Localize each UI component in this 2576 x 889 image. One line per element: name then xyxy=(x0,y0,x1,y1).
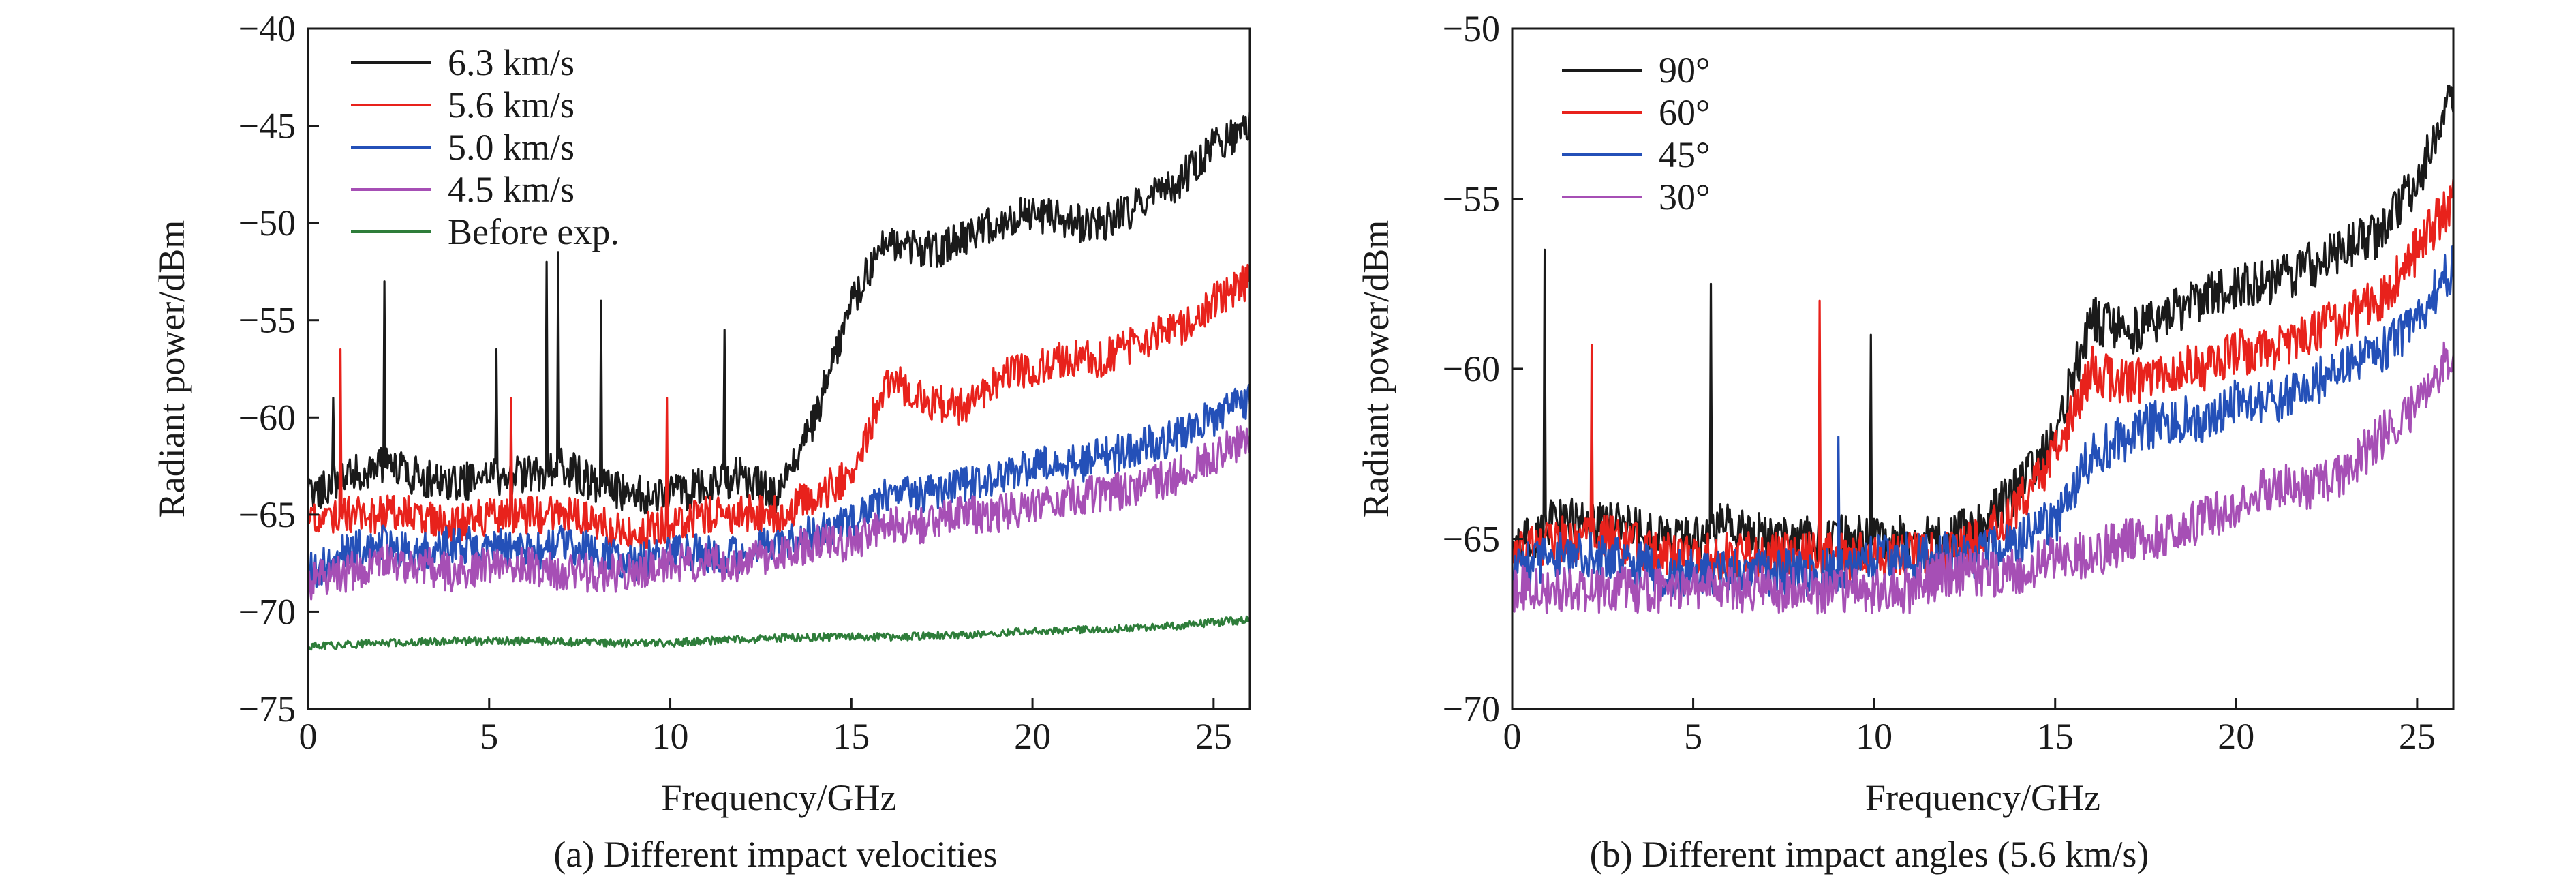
x-tick-label-a-3: 15 xyxy=(833,716,870,757)
x-tick-label-b-3: 15 xyxy=(2037,716,2074,757)
x-axis-title-b: Frequency/GHz xyxy=(1865,777,2100,818)
series-line-a-4 xyxy=(308,615,1250,651)
x-tick-label-a-5: 25 xyxy=(1195,716,1232,757)
x-tick-label-a-4: 20 xyxy=(1014,716,1051,757)
y-tick-label-b-4: −50 xyxy=(1443,8,1500,49)
y-tick-label-a-5: −50 xyxy=(239,202,296,243)
y-tick-label-b-1: −65 xyxy=(1443,519,1500,560)
x-tick-label-a-1: 5 xyxy=(480,716,498,757)
legend-label-b-3: 30° xyxy=(1659,177,1711,217)
chart-panel-b: 0 5 10 15 20 25 −70 −65 −60 −55 −50 Frequency/GHz Ra… xyxy=(1355,8,2455,818)
y-tick-label-b-0: −70 xyxy=(1443,689,1500,729)
x-tick-label-b-0: 0 xyxy=(1503,716,1522,757)
legend-label-a-2: 5.0 km/s xyxy=(448,127,574,168)
legend-label-a-1: 5.6 km/s xyxy=(448,85,574,125)
legend-label-a-3: 4.5 km/s xyxy=(448,169,574,210)
legend-label-b-1: 60° xyxy=(1659,92,1711,133)
caption-panel-a: (a) Different impact velocities xyxy=(553,834,998,875)
chart-panel-a: 0 5 10 15 20 25 −75 −70 −65 −60 −55 −50 −45 −40 Freque… xyxy=(151,8,1251,818)
plot-frame-a xyxy=(307,27,1251,710)
x-tick-label-a-0: 0 xyxy=(299,716,318,757)
x-tick-label-b-2: 10 xyxy=(1856,716,1892,757)
y-tick-label-a-2: −65 xyxy=(239,494,296,535)
legend-label-a-0: 6.3 km/s xyxy=(448,42,574,83)
y-axis-title-b: Radiant power/dBm xyxy=(1355,220,1396,517)
series-line-b-3 xyxy=(1512,341,2453,615)
y-tick-label-a-7: −40 xyxy=(239,8,296,49)
y-tick-label-a-6: −45 xyxy=(239,106,296,147)
series-line-a-0 xyxy=(308,112,1250,515)
y-axis-title-a: Radiant power/dBm xyxy=(151,220,192,517)
series-line-a-2 xyxy=(308,384,1250,588)
x-tick-label-b-5: 25 xyxy=(2399,716,2436,757)
y-tick-label-b-3: −55 xyxy=(1443,179,1500,220)
y-tick-label-b-2: −60 xyxy=(1443,348,1500,389)
x-tick-label-b-4: 20 xyxy=(2218,716,2254,757)
legend-label-b-0: 90° xyxy=(1659,50,1711,91)
series-line-a-1 xyxy=(308,263,1250,553)
y-tick-label-a-3: −60 xyxy=(239,397,296,438)
caption-panel-b: (b) Different impact angles (5.6 km/s) xyxy=(1589,834,2149,875)
legend-label-b-2: 45° xyxy=(1659,134,1711,175)
y-tick-label-a-4: −55 xyxy=(239,300,296,341)
x-axis-title-a: Frequency/GHz xyxy=(662,777,897,818)
x-tick-label-b-1: 5 xyxy=(1684,716,1702,757)
x-tick-label-a-2: 10 xyxy=(652,716,689,757)
y-tick-label-a-0: −75 xyxy=(239,689,296,729)
series-line-a-3 xyxy=(308,425,1250,601)
y-tick-label-a-1: −70 xyxy=(239,591,296,632)
legend-label-a-4: Before exp. xyxy=(448,211,619,252)
